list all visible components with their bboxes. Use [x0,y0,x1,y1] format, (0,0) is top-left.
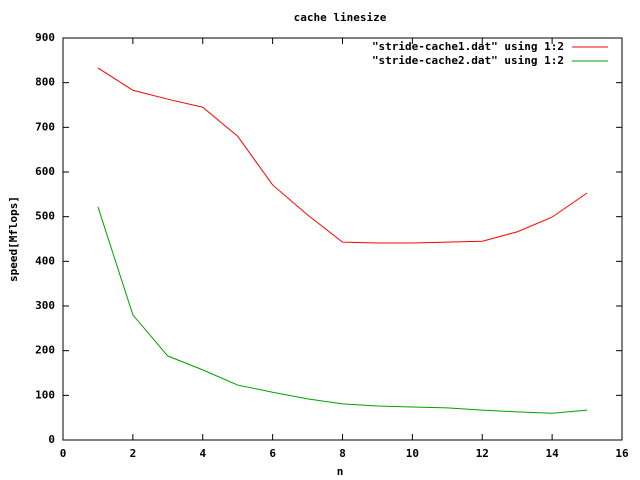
legend-label: "stride-cache1.dat" using 1:2 [372,40,564,53]
x-tick-label: 12 [476,447,489,460]
x-tick-label: 14 [546,447,560,460]
y-tick-label: 500 [35,210,55,223]
x-tick-label: 2 [130,447,137,460]
y-tick-label: 700 [35,120,55,133]
y-axis-label: speed[Mflops] [7,196,20,282]
y-tick-label: 600 [35,165,55,178]
y-tick-label: 300 [35,299,55,312]
series-line [97,206,588,414]
y-tick-label: 100 [35,388,55,401]
legend-label: "stride-cache2.dat" using 1:2 [372,54,564,67]
y-tick-label: 0 [48,433,55,446]
chart-title: cache linesize [294,11,387,24]
x-tick-label: 4 [199,447,206,460]
x-tick-label: 8 [339,447,346,460]
y-tick-label: 200 [35,344,55,357]
x-tick-label: 16 [615,447,629,460]
y-tick-label: 400 [35,254,55,267]
x-tick-label: 10 [406,447,419,460]
series-line [97,67,588,244]
y-tick-label: 800 [35,76,55,89]
x-tick-label: 6 [269,447,276,460]
y-tick-label: 900 [35,31,55,44]
x-axis-label: n [337,465,344,478]
x-tick-label: 0 [60,447,67,460]
plot-frame [62,37,623,441]
